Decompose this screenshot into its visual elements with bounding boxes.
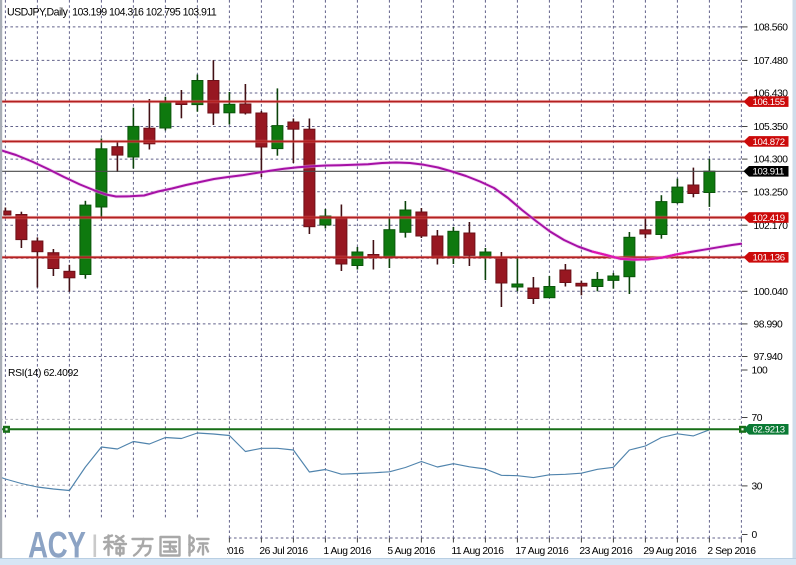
svg-text:70: 70 — [752, 413, 763, 424]
svg-text:5 Aug 2016: 5 Aug 2016 — [387, 546, 435, 557]
svg-text:104.872: 104.872 — [753, 137, 785, 148]
svg-text:0: 0 — [752, 530, 758, 541]
svg-text:107.480: 107.480 — [754, 56, 789, 67]
svg-text:104.300: 104.300 — [754, 155, 789, 166]
svg-text:100: 100 — [752, 366, 769, 377]
svg-text:29 Aug 2016: 29 Aug 2016 — [643, 546, 697, 557]
svg-text:101.136: 101.136 — [753, 253, 785, 264]
svg-text:100.040: 100.040 — [754, 287, 789, 298]
svg-text:102.170: 102.170 — [754, 221, 789, 232]
svg-text:11 Aug 2016: 11 Aug 2016 — [451, 546, 504, 557]
svg-text:103.911: 103.911 — [753, 167, 785, 178]
svg-text:2 Sep 2016: 2 Sep 2016 — [707, 546, 756, 557]
svg-text:98.990: 98.990 — [754, 320, 784, 331]
svg-text:62.9213: 62.9213 — [753, 425, 785, 436]
svg-text:30: 30 — [752, 482, 763, 493]
svg-text:105.350: 105.350 — [754, 122, 789, 133]
svg-text:102.419: 102.419 — [753, 213, 785, 224]
svg-text:1 Aug 2016: 1 Aug 2016 — [323, 546, 371, 557]
svg-text:USDJPY,Daily 103.199 104.316: USDJPY,Daily 103.199 104.316 102.795 103… — [7, 7, 217, 19]
svg-text:106.430: 106.430 — [754, 89, 789, 100]
svg-text:17 Aug 2016: 17 Aug 2016 — [515, 546, 569, 557]
svg-text:106.155: 106.155 — [753, 97, 785, 108]
svg-text:97.940: 97.940 — [754, 352, 784, 363]
svg-text:103.250: 103.250 — [754, 187, 789, 198]
svg-text:26 Jul 2016: 26 Jul 2016 — [259, 546, 308, 557]
svg-text:108.560: 108.560 — [754, 23, 789, 34]
svg-text:RSI(14) 62.4092: RSI(14) 62.4092 — [8, 368, 79, 379]
svg-text:23 Aug 2016: 23 Aug 2016 — [579, 546, 633, 557]
